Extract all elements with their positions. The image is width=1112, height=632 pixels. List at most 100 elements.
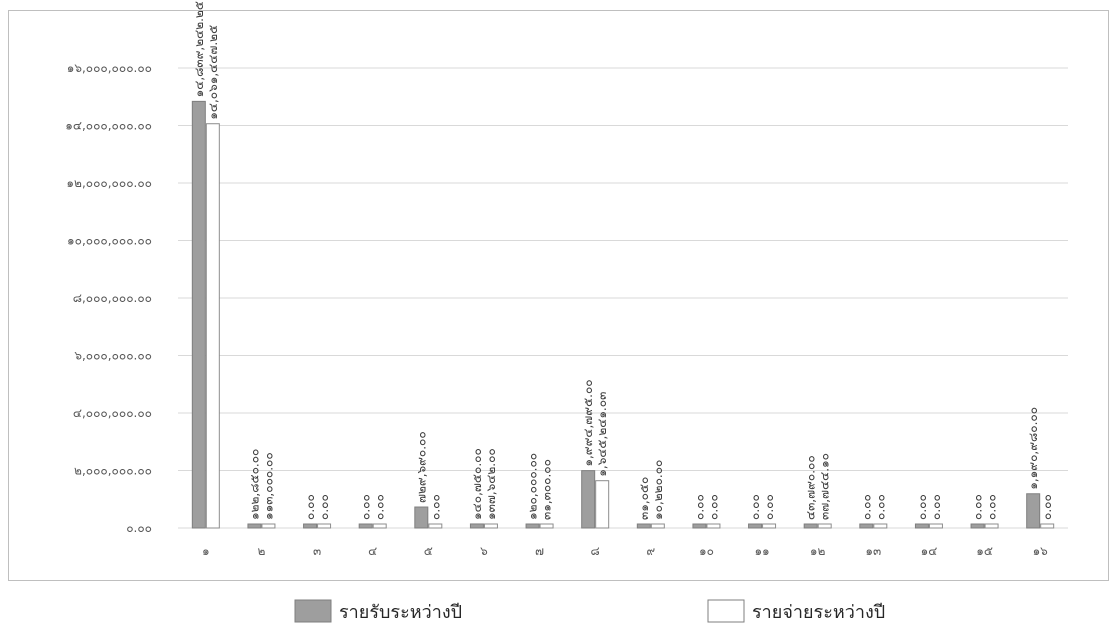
- bar-expense: [483, 523, 498, 529]
- y-tick-label: ๑๖,๐๐๐,๐๐๐.๐๐: [67, 61, 152, 75]
- bar-expense: [873, 523, 888, 529]
- y-axis: ๐.๐๐ ๒,๐๐๐,๐๐๐.๐๐ ๔,๐๐๐,๐๐๐.๐๐ ๖,๐๐๐,๐๐๐.๐๐…: [65, 61, 152, 535]
- legend-swatch-income: [294, 599, 332, 623]
- y-tick-label: ๐.๐๐: [126, 521, 152, 535]
- x-tick-label: ๑: [202, 544, 210, 558]
- legend-swatch-expense: [707, 599, 745, 623]
- x-tick-label: ๕: [424, 544, 433, 558]
- bar-expense: [1040, 523, 1055, 529]
- data-label: ๐.๐๐: [428, 494, 442, 520]
- data-label: ๑,๖๔๕,๒๔๑.๐๓: [595, 392, 609, 477]
- legend: รายรับระหว่างปี รายจ่ายระหว่างปี: [294, 599, 885, 623]
- bar-expense: [928, 523, 943, 529]
- bar-income: [247, 523, 262, 529]
- bar-expense: [762, 523, 777, 529]
- data-label: ๐.๐๐: [692, 494, 706, 520]
- data-label: ๐.๐๐: [317, 494, 331, 520]
- bar-income: [970, 523, 985, 529]
- bar-expense: [984, 523, 999, 529]
- data-label: ๑๔๐,๗๕๐.๐๐: [470, 448, 484, 520]
- x-tick-label: ๑๓: [865, 544, 881, 558]
- data-label: ๔๓,๗๙๐.๐๐: [804, 455, 818, 520]
- bar-expense: [372, 523, 387, 529]
- bar-income: [1026, 493, 1041, 529]
- bar-income: [692, 523, 707, 529]
- data-label: ๐.๐๐: [873, 494, 887, 520]
- bar-income: [525, 523, 540, 529]
- data-label: ๑๐,๒๒๐.๐๐: [651, 460, 665, 520]
- gridlines: [178, 67, 1068, 529]
- data-label: ๐.๐๐: [706, 494, 720, 520]
- bar-income: [358, 523, 373, 529]
- legend-label-expense: รายจ่ายระหว่างปี: [752, 602, 885, 623]
- bar-income: [414, 506, 429, 529]
- data-label: ๓๑,๐๕๐: [637, 477, 651, 520]
- data-label: ๑,๑๙๐,๙๘๐.๐๐: [1026, 407, 1040, 490]
- x-tick-label: ๗: [535, 544, 544, 558]
- data-label: ๓๑,๓๐๐.๐๐: [540, 459, 554, 520]
- bar-expense: [817, 523, 832, 529]
- x-axis: ๑๒๓๔๕๖๗๘๙๑๐ ๑๑ ๑๒ ๑๓ ๑๔ ๑๕ ๑๖: [202, 544, 1048, 558]
- data-label: ๓๗,๗๔๔.๑๐: [818, 453, 832, 520]
- bars: [191, 100, 1055, 529]
- x-tick-label: ๑๑: [754, 544, 769, 558]
- bar-income: [636, 523, 651, 529]
- bar-expense: [261, 523, 276, 529]
- y-tick-label: ๑๐,๐๐๐,๐๐๐.๐๐: [67, 234, 152, 248]
- data-label: ๑๓๗,๖๔๒.๐๐: [484, 448, 498, 520]
- x-tick-label: ๑๕: [976, 544, 993, 558]
- y-tick-label: ๔,๐๐๐,๐๐๐.๐๐: [73, 406, 152, 420]
- bar-income: [914, 523, 929, 529]
- data-label: ๐.๐๐: [971, 494, 985, 520]
- x-tick-label: ๓: [313, 544, 321, 558]
- bar-expense: [428, 523, 443, 529]
- y-tick-label: ๑๒,๐๐๐,๐๐๐.๐๐: [66, 176, 152, 190]
- x-tick-label: ๑๒: [810, 544, 826, 558]
- data-label: ๑๑๓,๐๐๐.๐๐: [261, 452, 275, 520]
- bar-income: [469, 523, 484, 529]
- data-label: ๐.๐๐: [859, 494, 873, 520]
- bar-expense: [650, 523, 665, 529]
- x-tick-label: ๙: [646, 544, 655, 558]
- y-tick-label: ๒,๐๐๐,๐๐๐.๐๐: [74, 464, 152, 478]
- y-tick-label: ๖,๐๐๐,๐๐๐.๐๐: [74, 349, 152, 363]
- data-label: ๗๒๙,๖๙๐.๐๐: [414, 431, 428, 503]
- data-label: ๑๔,๐๖๑,๔๔๗.๒๕: [206, 25, 220, 120]
- data-label: ๐.๐๐: [985, 494, 999, 520]
- x-tick-label: ๔: [368, 544, 377, 558]
- data-label: ๑๔,๘๓๙,๒๔๒.๒๕: [192, 1, 206, 97]
- data-label: ๐.๐๐: [359, 494, 373, 520]
- y-tick-label: ๑๔,๐๐๐,๐๐๐.๐๐: [65, 119, 152, 133]
- x-tick-label: ๖: [480, 544, 488, 558]
- x-tick-label: ๑๔: [921, 544, 938, 558]
- bar-expense: [205, 123, 220, 529]
- bar-income: [581, 470, 596, 529]
- data-label: ๑๒๒,๘๕๐.๐๐: [247, 449, 261, 520]
- data-label: ๐.๐๐: [1040, 494, 1054, 520]
- y-tick-label: ๘,๐๐๐,๐๐๐.๐๐: [73, 291, 152, 305]
- x-tick-label: ๒: [257, 544, 265, 558]
- bar-expense: [595, 480, 610, 529]
- chart-frame: [8, 10, 1109, 581]
- bar-expense: [706, 523, 721, 529]
- data-label: ๐.๐๐: [373, 494, 387, 520]
- x-tick-label: ๑๐: [699, 544, 714, 558]
- bar-income: [303, 523, 318, 529]
- bar-income: [191, 100, 206, 529]
- bar-income: [748, 523, 763, 529]
- bar-income: [803, 523, 818, 529]
- data-label: ๑,๙๙๔,๗๙๕.๐๐: [581, 379, 595, 466]
- bar-expense: [539, 523, 554, 529]
- data-label: ๐.๐๐: [748, 494, 762, 520]
- bar-expense: [317, 523, 332, 529]
- bar-income: [859, 523, 874, 529]
- data-label: ๐.๐๐: [929, 494, 943, 520]
- data-label: ๐.๐๐: [915, 494, 929, 520]
- x-tick-label: ๘: [591, 544, 600, 558]
- data-label: ๑๒๐,๐๐๐.๐๐: [526, 453, 540, 520]
- data-label: ๐.๐๐: [762, 494, 776, 520]
- x-tick-label: ๑๖: [1033, 544, 1048, 558]
